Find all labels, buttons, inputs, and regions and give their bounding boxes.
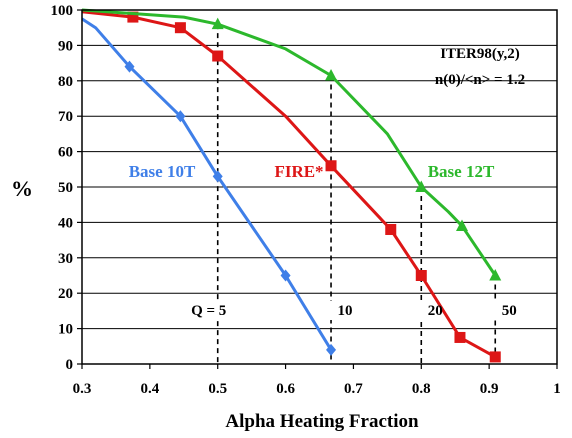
data-point-base-12t [211,17,224,30]
y-tick-label: 90 [58,38,73,54]
q-label-backing [408,301,435,320]
x-tick-label: 1 [553,381,561,397]
y-tick-label: 70 [58,109,73,125]
q-label: 10 [338,303,353,319]
x-tick-label: 0.3 [73,381,92,397]
y-tick-label: 10 [58,322,73,338]
data-point-base-12t [489,269,502,281]
data-point-fire [174,22,186,34]
y-tick-label: 80 [58,74,73,90]
data-point-fire [454,331,466,343]
q-reference-lines [183,24,509,364]
data-point-fire [385,223,397,235]
y-tick-label: 60 [58,145,73,161]
x-tick-label: 0.8 [412,381,431,397]
data-point-fire [212,50,224,62]
series-label-base-12t: Base 12T [428,162,495,181]
data-point-fire [325,160,337,172]
y-tick-label: 0 [66,357,74,373]
data-point-fire [489,351,501,363]
data-point-base-10t [326,343,337,356]
series-line-base-10t [81,17,333,351]
y-tick-label: 40 [58,215,73,231]
data-point-base-10t [124,60,135,73]
q-label-backing [183,301,237,320]
q-label: Q = 5 [191,303,226,319]
q-label-backing [318,301,345,320]
x-tick-label: 0.5 [208,381,227,397]
q-label: 50 [502,303,517,319]
plot-frame [81,9,558,365]
annotation-line-1: ITER98(y,2) [440,46,520,62]
data-point-base-12t [415,180,428,192]
data-point-fire [127,11,139,23]
series-label-fire: FIRE* [274,162,323,181]
data-point-base-12t [325,68,338,81]
y-tick-label: 20 [58,286,73,302]
x-tick-label: 0.4 [140,381,159,397]
data-point-base-10t [280,269,291,282]
y-tick-label: 30 [58,251,73,267]
x-tick-label: 0.9 [480,381,499,397]
data-point-base-10t [212,170,223,183]
x-tick-label: 0.6 [276,381,295,397]
annotation-line-2: n(0)/<n> = 1.2 [435,72,525,88]
x-tick-label: 0.7 [344,381,363,397]
text-layer: Alpha Heating Fraction % ITER98(y,2) n(0… [11,3,561,432]
q-label: 20 [428,303,443,319]
q-label-backing [482,301,509,320]
y-tick-label: 50 [58,180,73,196]
series-line-fire [81,10,497,359]
axes [77,9,558,369]
x-axis-title: Alpha Heating Fraction [225,411,419,432]
y-tick-label: 100 [51,3,74,19]
data-point-base-10t [175,110,186,123]
data-point-base-12t [456,219,468,231]
y-axis-title: % [11,176,33,201]
series-label-base-10t: Base 10T [129,162,196,181]
series-layer [81,8,502,363]
data-point-fire [415,270,427,281]
series-line-base-12t [81,8,497,277]
